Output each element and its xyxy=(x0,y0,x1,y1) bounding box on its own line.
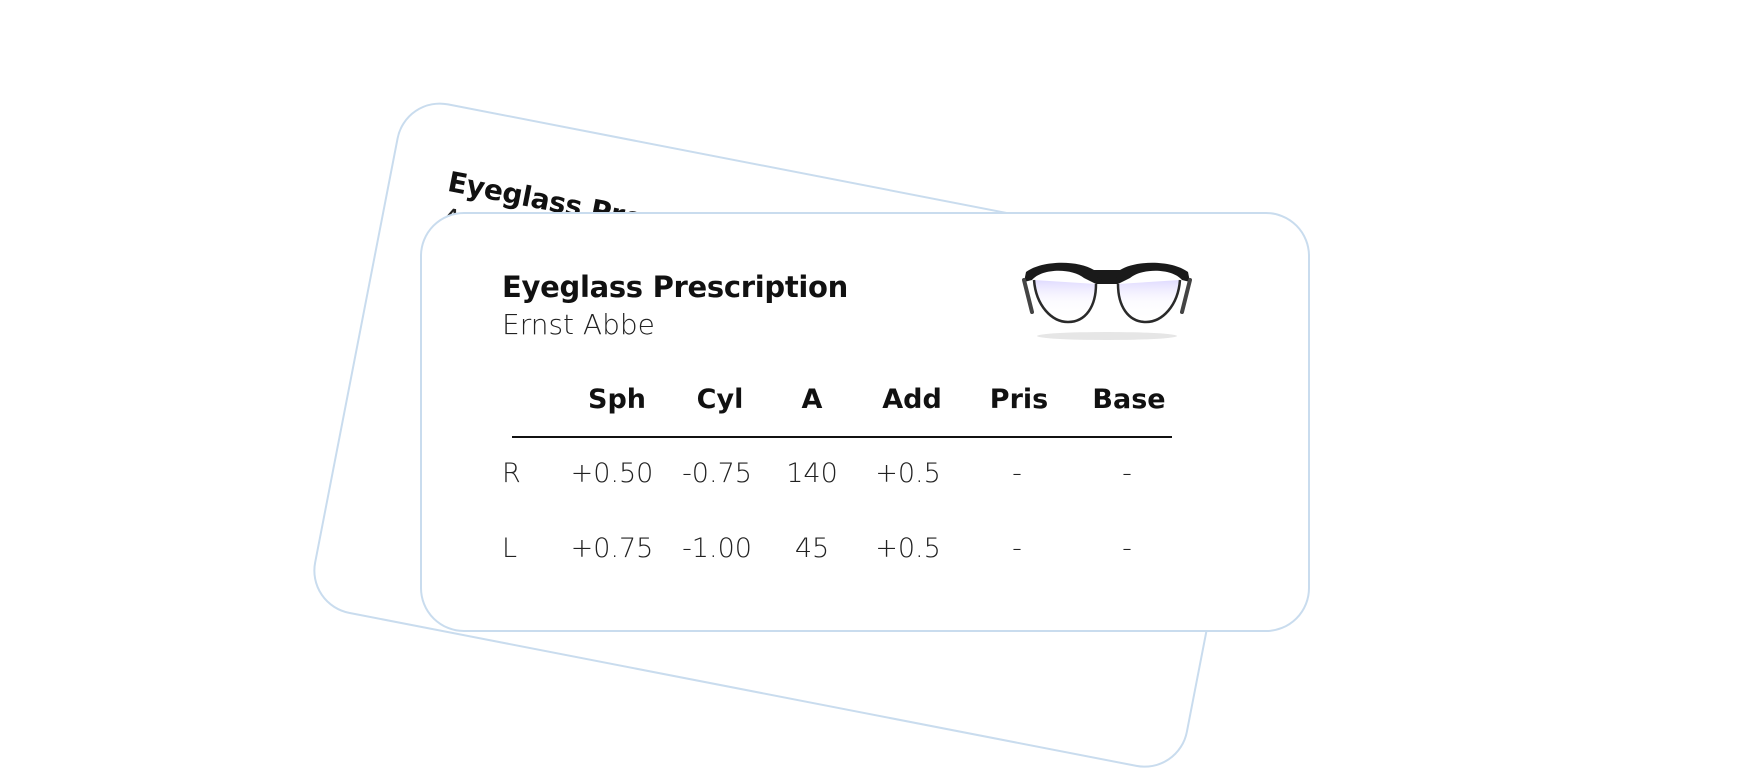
header-prism: Pris xyxy=(989,384,1049,415)
left-cyl: -1.00 xyxy=(682,533,752,564)
right-axis: 140 xyxy=(786,458,838,489)
front-prescription-card: Eyeglass Prescription Ernst Abbe Sph Cyl… xyxy=(420,212,1310,632)
right-base: - xyxy=(1122,458,1132,489)
header-divider xyxy=(512,436,1172,438)
left-base: - xyxy=(1122,533,1132,564)
right-prism: - xyxy=(1012,458,1022,489)
left-add: +0.5 xyxy=(875,533,941,564)
prescription-table: Sph Cyl A Add Pris Base R +0.50 -0.75 14… xyxy=(422,214,1308,630)
right-add: +0.5 xyxy=(875,458,941,489)
header-cyl: Cyl xyxy=(696,384,744,415)
header-axis: A xyxy=(801,384,823,415)
header-add: Add xyxy=(882,384,942,415)
left-sph: +0.75 xyxy=(570,533,654,564)
front-card-title: Eyeglass Prescription xyxy=(502,270,849,304)
row-left-eye-label: L xyxy=(502,533,518,564)
row-right-eye-label: R xyxy=(502,458,521,489)
header-sph: Sph xyxy=(588,384,646,415)
header-base: Base xyxy=(1092,384,1166,415)
front-card-patient-name: Ernst Abbe xyxy=(502,308,655,341)
right-cyl: -0.75 xyxy=(682,458,752,489)
left-axis: 45 xyxy=(794,533,830,564)
left-prism: - xyxy=(1012,533,1022,564)
right-sph: +0.50 xyxy=(570,458,654,489)
eyeglasses-icon xyxy=(1022,262,1192,340)
